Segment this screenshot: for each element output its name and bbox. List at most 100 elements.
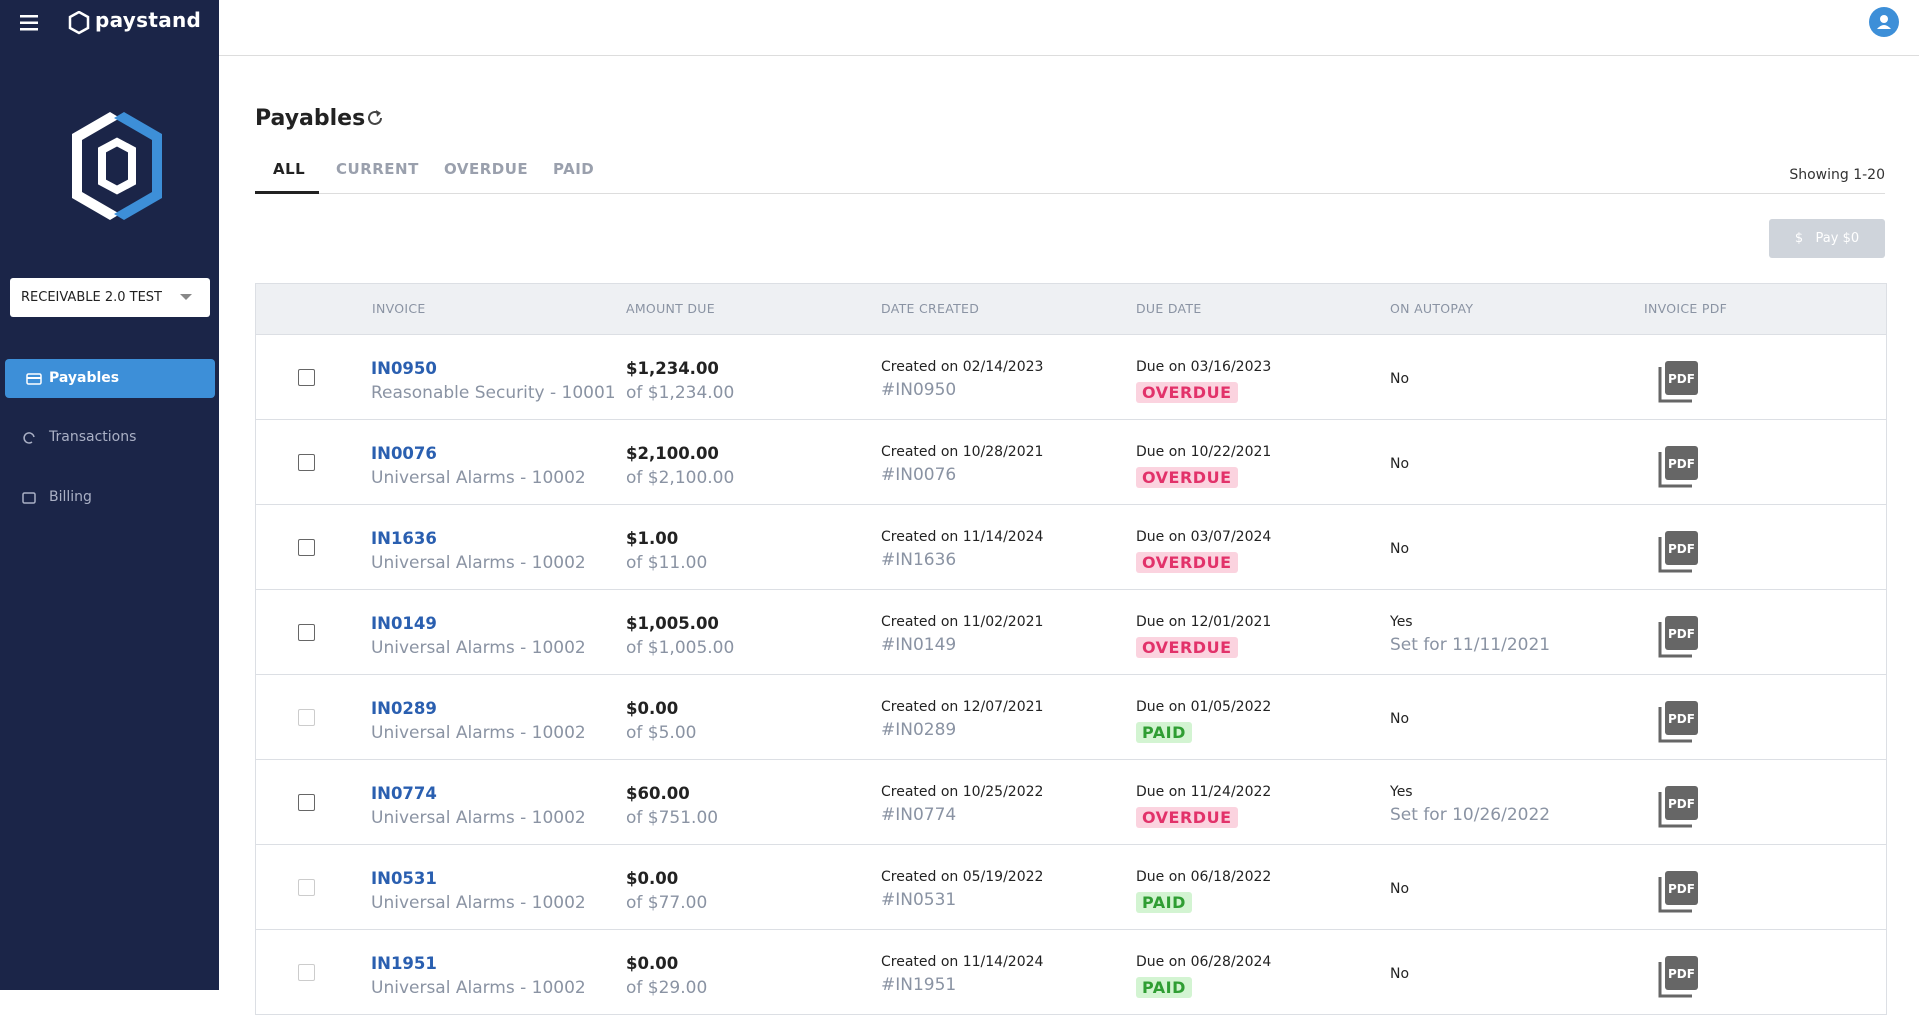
date-created: Created on 10/28/2021 (881, 444, 1043, 460)
date-created: Created on 11/14/2024 (881, 954, 1043, 970)
date-created: Created on 10/25/2022 (881, 784, 1043, 800)
wallet-icon (22, 492, 36, 504)
date-created: Created on 12/07/2021 (881, 699, 1043, 715)
invoice-link[interactable]: IN1951 (371, 954, 437, 973)
pdf-link[interactable]: PDF (1656, 954, 1700, 1002)
dropdown-arrow (180, 294, 192, 302)
status-badge: OVERDUE (1136, 552, 1238, 573)
status-badge: OVERDUE (1136, 807, 1238, 828)
due-date: Due on 03/16/2023 (1136, 359, 1271, 375)
refresh-icon (22, 431, 36, 445)
amount-due: $0.00 (626, 954, 678, 973)
row-checkbox (298, 879, 315, 896)
amount-total: of $29.00 (626, 978, 707, 998)
tab[interactable]: PAID (553, 160, 594, 178)
tab[interactable]: ALL (273, 160, 305, 178)
pdf-link[interactable]: PDF (1656, 359, 1700, 407)
invoice-link[interactable]: IN0950 (371, 359, 437, 378)
row-checkbox[interactable] (298, 454, 315, 471)
status-badge: OVERDUE (1136, 637, 1238, 658)
autopay: No (1390, 966, 1409, 982)
user-avatar[interactable] (1869, 7, 1899, 37)
row-checkbox[interactable] (298, 539, 315, 556)
pdf-icon[interactable]: PDF (1656, 614, 1700, 658)
column-header: DATE CREATED (881, 284, 979, 334)
date-created: Created on 02/14/2023 (881, 359, 1043, 375)
invoice-link[interactable]: IN0289 (371, 699, 437, 718)
amount-total: of $11.00 (626, 553, 707, 573)
invoice-ref: #IN0774 (881, 805, 956, 825)
amount-total: of $1,234.00 (626, 383, 734, 403)
pdf-link[interactable]: PDF (1656, 444, 1700, 492)
refresh-button[interactable] (365, 108, 385, 128)
customer: Universal Alarms - 10002 (371, 723, 586, 743)
pdf-icon[interactable]: PDF (1656, 784, 1700, 828)
customer: Universal Alarms - 10002 (371, 808, 586, 828)
column-header: DUE DATE (1136, 284, 1202, 334)
pay-label: Pay $0 (1816, 231, 1860, 246)
pdf-icon[interactable]: PDF (1656, 869, 1700, 913)
invoice-ref: #IN0950 (881, 380, 956, 400)
status-badge: PAID (1136, 892, 1192, 913)
pay-button[interactable]: $ Pay $0 (1769, 219, 1885, 258)
pdf-icon[interactable]: PDF (1656, 954, 1700, 998)
pdf-link[interactable]: PDF (1656, 614, 1700, 662)
pagination-info: Showing 1-20 (1789, 167, 1885, 183)
amount-total: of $751.00 (626, 808, 718, 828)
pdf-link[interactable]: PDF (1656, 699, 1700, 747)
date-created: Created on 11/02/2021 (881, 614, 1043, 630)
sidebar: paystand RECEIVABLE 2.0 TEST Payables Tr… (0, 0, 219, 990)
pdf-link[interactable]: PDF (1656, 784, 1700, 832)
autopay: No (1390, 371, 1409, 387)
column-header: INVOICE PDF (1644, 284, 1727, 334)
brand: paystand (95, 8, 201, 32)
date-created: Created on 11/14/2024 (881, 529, 1043, 545)
amount-due: $60.00 (626, 784, 690, 803)
svg-text:PDF: PDF (1668, 542, 1695, 556)
due-date: Due on 12/01/2021 (1136, 614, 1271, 630)
pdf-icon[interactable]: PDF (1656, 529, 1700, 573)
customer: Universal Alarms - 10002 (371, 978, 586, 998)
amount-due: $1.00 (626, 529, 678, 548)
invoice-ref: #IN0149 (881, 635, 956, 655)
pdf-icon[interactable]: PDF (1656, 699, 1700, 743)
nav-item[interactable]: Transactions (5, 418, 215, 457)
row-checkbox[interactable] (298, 794, 315, 811)
amount-due: $0.00 (626, 869, 678, 888)
invoice-ref: #IN0531 (881, 890, 956, 910)
active-tab-indicator (255, 191, 319, 194)
amount-due: $0.00 (626, 699, 678, 718)
invoice-link[interactable]: IN0531 (371, 869, 437, 888)
invoice-link[interactable]: IN0774 (371, 784, 437, 803)
tab[interactable]: OVERDUE (444, 160, 528, 178)
svg-text:PDF: PDF (1668, 372, 1695, 386)
invoice-link[interactable]: IN0076 (371, 444, 437, 463)
svg-text:PDF: PDF (1668, 797, 1695, 811)
row-checkbox[interactable] (298, 369, 315, 386)
pdf-icon[interactable]: PDF (1656, 444, 1700, 488)
menu-icon[interactable] (20, 14, 42, 32)
due-date: Due on 11/24/2022 (1136, 784, 1271, 800)
pdf-icon[interactable]: PDF (1656, 359, 1700, 403)
status-badge: OVERDUE (1136, 382, 1238, 403)
account-select[interactable]: RECEIVABLE 2.0 TEST (10, 278, 210, 317)
pdf-link[interactable]: PDF (1656, 529, 1700, 577)
status-badge: OVERDUE (1136, 467, 1238, 488)
row-checkbox (298, 964, 315, 981)
invoice-link[interactable]: IN1636 (371, 529, 437, 548)
tab[interactable]: CURRENT (336, 160, 419, 178)
row-checkbox[interactable] (298, 624, 315, 641)
invoice-link[interactable]: IN0149 (371, 614, 437, 633)
due-date: Due on 01/05/2022 (1136, 699, 1271, 715)
pdf-link[interactable]: PDF (1656, 869, 1700, 917)
amount-due: $1,005.00 (626, 614, 719, 633)
nav-item[interactable]: Billing (5, 478, 215, 517)
customer: Universal Alarms - 10002 (371, 468, 586, 488)
amount-total: of $77.00 (626, 893, 707, 913)
amount-total: of $5.00 (626, 723, 696, 743)
brand-icon (68, 11, 90, 35)
